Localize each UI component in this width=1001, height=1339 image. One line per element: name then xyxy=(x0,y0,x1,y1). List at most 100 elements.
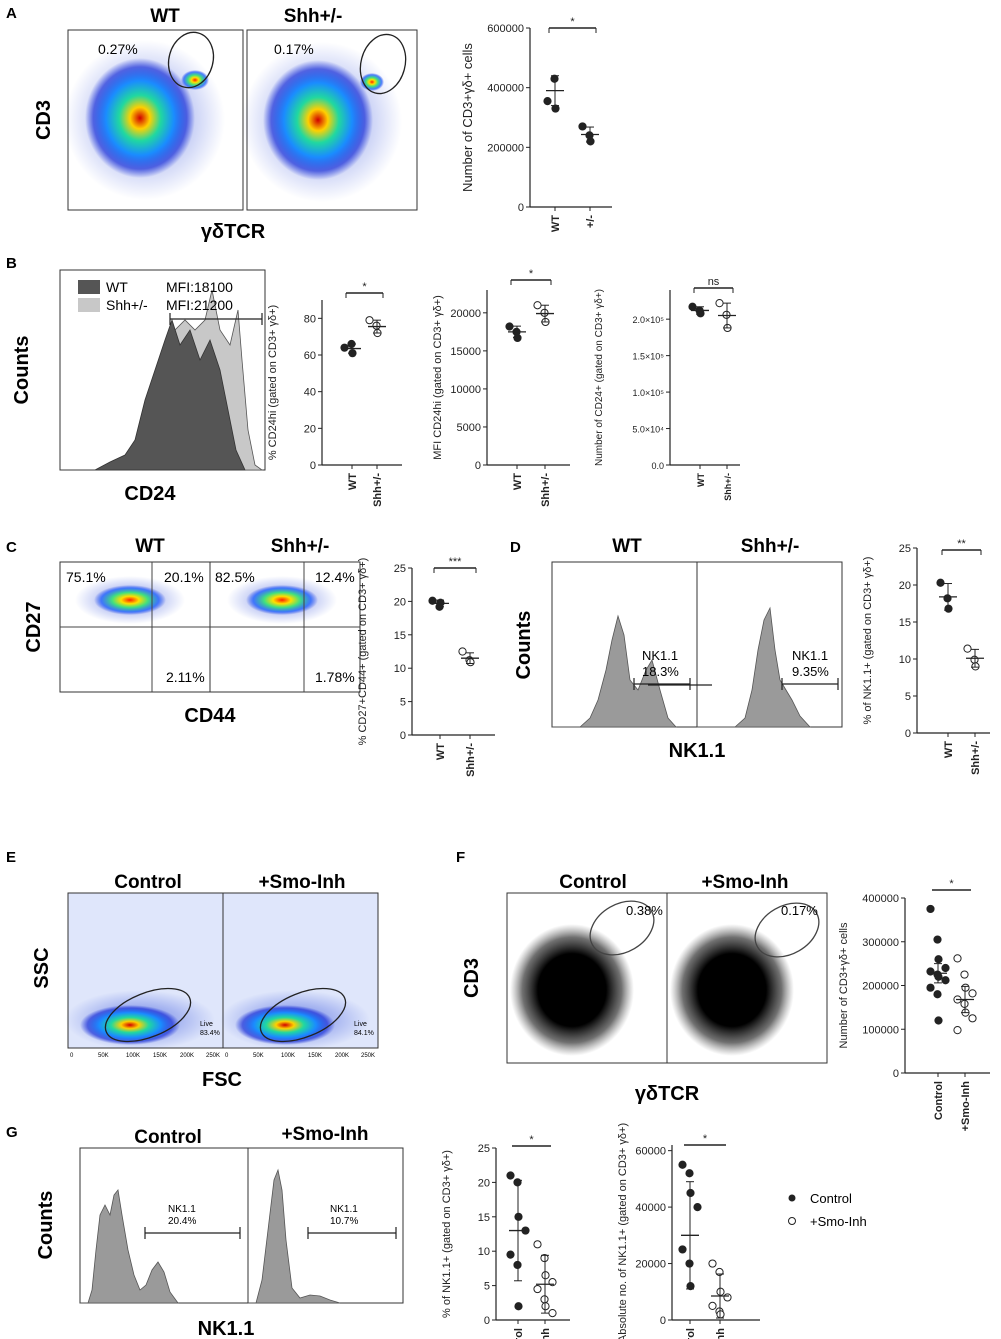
y-tick-label: 15 xyxy=(899,617,911,629)
svg-text:250K: 250K xyxy=(361,1053,375,1059)
chart-c-cd27cd44-pct: 0 5 10 15 20 25 % CD27+CD44+ (gated on CD3+ γδ… xyxy=(357,556,495,777)
panel-f-ylabel: CD3 xyxy=(461,958,483,998)
data-point xyxy=(941,963,950,973)
gate-d-shh-name: NK1.1 xyxy=(792,648,828,663)
y-tick-label: 25 xyxy=(394,563,406,575)
y-tick-label: 5 xyxy=(400,697,406,709)
y-axis-label: Absolute no. of NK1.1+ (gated on CD3+ γδ… xyxy=(617,1123,629,1339)
svg-text:50K: 50K xyxy=(253,1053,264,1059)
y-tick-label: 20 xyxy=(478,1177,490,1189)
y-tick-label: 0 xyxy=(310,460,316,472)
gate-e-control xyxy=(104,987,192,1043)
data-point xyxy=(953,954,962,963)
y-tick-label: 5 xyxy=(905,691,911,703)
histogram-d-wt xyxy=(552,614,677,728)
panel-f-flow: Control +Smo-Inh 0.38% 0.17% CD3 γδTCR xyxy=(461,872,828,1105)
density-cloud-c-wt xyxy=(75,576,185,624)
y-tick-label: 400000 xyxy=(487,83,524,95)
significance-label: * xyxy=(529,268,534,280)
y-tick-label: 5.0×10⁴ xyxy=(632,425,664,435)
density-cloud-e-control xyxy=(65,990,215,1050)
data-point xyxy=(968,989,977,998)
gate-f-control xyxy=(589,900,655,956)
data-point xyxy=(960,970,969,979)
quad-c-shh-ul: 82.5% xyxy=(215,569,255,585)
y-tick-label: 20 xyxy=(899,580,911,592)
y-tick-label: 0.0 xyxy=(651,461,664,471)
density-cloud-a-wt xyxy=(65,40,225,200)
x-tick-label: Control xyxy=(933,1081,945,1120)
y-tick-label: 20000 xyxy=(635,1259,666,1271)
histogram-d-shh xyxy=(697,606,811,728)
svg-text:0: 0 xyxy=(70,1053,74,1059)
gate-d-wt-pct: 18.3% xyxy=(642,664,679,679)
gate-d-wt-name: NK1.1 xyxy=(642,648,678,663)
x-tick-label: Shh+/- xyxy=(465,743,477,777)
x-tick-label: WT xyxy=(435,743,447,760)
x-tick-label: Shh+/- xyxy=(970,741,982,775)
significance-label: * xyxy=(362,281,367,293)
svg-text:0: 0 xyxy=(225,1053,229,1059)
data-point xyxy=(533,1284,542,1294)
data-point xyxy=(941,976,950,985)
panel-f-xlabel: γδTCR xyxy=(635,1083,700,1105)
legend-g-smo-marker xyxy=(788,1217,796,1225)
y-tick-label: 300000 xyxy=(862,937,899,949)
significance-label: * xyxy=(570,16,575,28)
panel-g-title-smo: +Smo-Inh xyxy=(281,1124,368,1145)
panel-c-ylabel: CD27 xyxy=(23,601,45,652)
data-point xyxy=(458,647,467,656)
panel-letter-a: A xyxy=(6,5,17,22)
y-tick-label: 0 xyxy=(660,1315,666,1327)
data-point xyxy=(933,935,942,944)
data-point xyxy=(693,1202,702,1212)
y-tick-label: 25 xyxy=(478,1143,490,1155)
data-point xyxy=(543,96,552,106)
gate-f-control-pct: 0.38% xyxy=(626,903,663,918)
data-point xyxy=(548,1309,557,1318)
y-tick-label: 1.5×10⁵ xyxy=(632,352,664,362)
panel-letter-e: E xyxy=(6,849,16,866)
significance-label: ns xyxy=(708,276,720,288)
data-point xyxy=(533,1240,542,1249)
y-tick-label: 15000 xyxy=(450,346,481,358)
panel-d-ylabel: Counts xyxy=(513,611,535,680)
panel-e-title-smo: +Smo-Inh xyxy=(258,872,345,893)
legend-b-wt-mfi: MFI:18100 xyxy=(166,279,233,295)
data-point xyxy=(578,122,587,131)
data-point xyxy=(428,596,437,605)
y-tick-label: 80 xyxy=(304,313,316,325)
gate-e-smo-name: Live xyxy=(354,1021,367,1028)
histogram-g-smo xyxy=(248,1168,341,1304)
panel-f-title-control: Control xyxy=(559,872,627,893)
data-point xyxy=(953,1026,962,1035)
quad-c-wt-ul: 75.1% xyxy=(66,569,106,585)
quad-c-wt-ur: 20.1% xyxy=(164,569,204,585)
chart-b-cd24-count: 0.0 5.0×10⁴ 1.0×10⁵ 1.5×10⁵ 2.0×10⁵ Number of… xyxy=(594,276,740,501)
data-point xyxy=(678,1245,687,1254)
y-tick-label: 25 xyxy=(899,543,911,555)
significance-label: * xyxy=(949,878,954,890)
data-point xyxy=(340,343,349,352)
panel-b-histogram: WT MFI:18100 Shh+/- MFI:21200 Counts CD2… xyxy=(11,269,266,505)
data-point xyxy=(708,1301,717,1310)
panel-d-title-shh: Shh+/- xyxy=(741,536,800,557)
x-tick-label: WT xyxy=(347,473,359,490)
y-tick-label: 10 xyxy=(394,663,406,675)
y-tick-label: 0 xyxy=(400,730,406,742)
svg-text:200K: 200K xyxy=(335,1053,349,1059)
gate-e-control-name: Live xyxy=(200,1021,213,1028)
panel-g-xlabel: NK1.1 xyxy=(198,1318,255,1339)
legend-b-shh-mfi: MFI:21200 xyxy=(166,297,233,313)
y-tick-label: 15 xyxy=(394,630,406,642)
y-axis-label: Number of CD3+γδ+ cells xyxy=(460,43,475,192)
quad-c-shh-ur: 12.4% xyxy=(315,569,355,585)
gate-g-smo-pct: 10.7% xyxy=(330,1216,358,1227)
panel-d-xlabel: NK1.1 xyxy=(669,740,726,762)
svg-text:100K: 100K xyxy=(281,1053,295,1059)
chart-g-nk11-absolute: 0 20000 40000 60000 Absolute no. of NK1.1+ (… xyxy=(617,1123,760,1339)
y-tick-label: 10 xyxy=(899,654,911,666)
svg-text:200K: 200K xyxy=(180,1053,194,1059)
y-tick-label: 0 xyxy=(475,460,481,472)
y-tick-label: 5000 xyxy=(457,422,481,434)
